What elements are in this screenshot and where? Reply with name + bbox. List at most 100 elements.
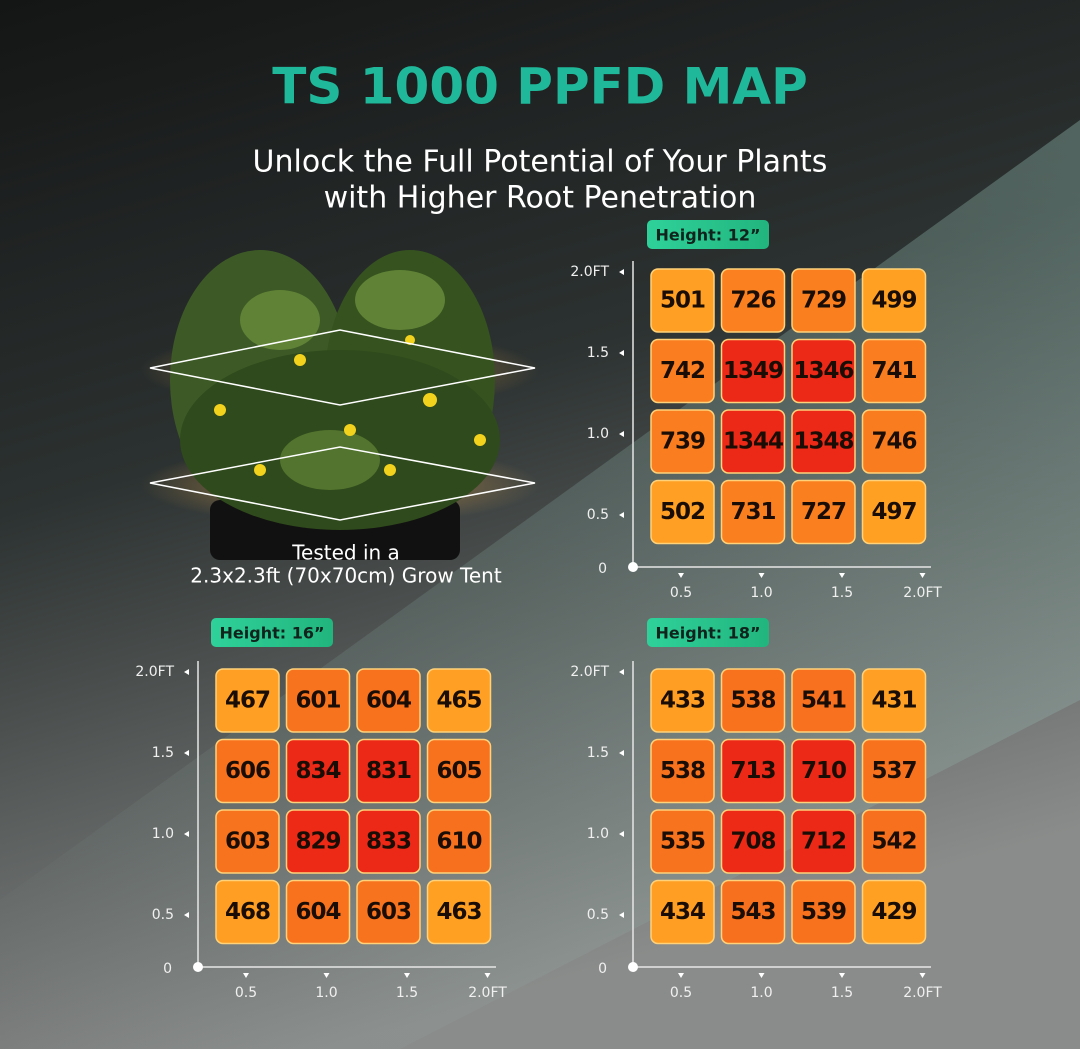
ppfd-cell	[720, 879, 786, 945]
y-tick-label: 2.0FT	[570, 664, 609, 680]
ppfd-cell	[791, 338, 856, 404]
x-tick-label: 2.0FT	[903, 585, 942, 601]
axis-origin	[628, 562, 638, 572]
x-tick-label: 2.0FT	[468, 985, 507, 1001]
ppfd-value: 538	[660, 758, 705, 784]
origin-label: 0	[598, 961, 607, 977]
ppfd-cell	[791, 479, 856, 545]
height-label: Height: 16”	[220, 624, 325, 643]
y-tick-arrow	[619, 431, 624, 437]
x-tick-arrow	[323, 973, 330, 978]
ppfd-cell	[861, 809, 927, 874]
ppfd-cell	[650, 738, 715, 804]
ppfd-cell	[356, 668, 421, 733]
ppfd-value: 708	[730, 829, 775, 855]
y-tick-label: 0.5	[587, 907, 609, 923]
y-tick-label: 1.0	[587, 826, 609, 842]
ppfd-cell	[650, 668, 715, 733]
y-tick-label: 2.0FT	[135, 664, 174, 680]
x-tick-arrow	[919, 973, 926, 978]
y-tick-label: 0.5	[587, 507, 609, 523]
x-tick-label: 0.5	[670, 585, 692, 601]
plant-illustration	[140, 250, 540, 560]
ppfd-value: 710	[801, 758, 846, 784]
title: TS 1000 PPFD MAP	[272, 58, 808, 116]
height-label: Height: 12”	[656, 226, 761, 245]
ppfd-value: 610	[436, 829, 481, 855]
caption: Tested in a	[291, 541, 400, 565]
ppfd-value: 463	[436, 899, 481, 925]
x-tick-arrow	[839, 973, 845, 978]
y-tick-arrow	[619, 831, 624, 837]
ppfd-cell	[356, 879, 421, 945]
x-tick-label: 1.5	[831, 985, 853, 1001]
ppfd-cell	[215, 738, 280, 804]
ppfd-value: 606	[225, 758, 270, 784]
ppfd-cell	[720, 409, 786, 474]
ppfd-cell	[861, 879, 927, 945]
ppfd-value: 834	[295, 758, 340, 784]
x-tick-arrow	[678, 573, 684, 578]
ppfd-value: 831	[366, 758, 411, 784]
ppfd-cell	[720, 268, 786, 333]
ppfd-cell	[861, 479, 927, 545]
y-tick-arrow	[619, 669, 624, 675]
ppfd-map: Height: 16” 0 2.0FT 1.5 1.0 0.5 0.5 1.0 1.5 2.0FT…	[135, 618, 507, 1001]
y-tick-arrow	[184, 831, 189, 837]
x-tick-arrow	[484, 973, 491, 978]
ppfd-value: 727	[801, 499, 846, 525]
y-tick-arrow	[184, 750, 189, 756]
height-label: Height: 18”	[656, 624, 761, 643]
ppfd-value: 434	[660, 899, 705, 925]
ppfd-value: 497	[871, 499, 916, 525]
y-tick-label: 1.5	[587, 345, 609, 361]
ppfd-value: 605	[436, 758, 481, 784]
ppfd-value: 1344	[723, 429, 783, 455]
ppfd-value: 502	[660, 499, 705, 525]
ppfd-cell	[720, 668, 786, 733]
x-tick-arrow	[678, 973, 684, 978]
y-tick-label: 2.0FT	[570, 264, 609, 280]
subtitle: Unlock the Full Potential of Your Plants	[253, 145, 828, 180]
ppfd-cell	[720, 479, 786, 545]
y-tick-label: 1.0	[152, 826, 174, 842]
ppfd-cell	[861, 338, 927, 404]
ppfd-value: 742	[660, 358, 705, 384]
ppfd-value: 541	[801, 688, 846, 714]
x-tick-label: 1.5	[396, 985, 418, 1001]
ppfd-value: 603	[366, 899, 411, 925]
ppfd-cell	[720, 338, 786, 404]
x-tick-arrow	[758, 573, 765, 578]
subtitle: with Higher Root Penetration	[324, 181, 757, 216]
y-tick-arrow	[619, 750, 624, 756]
ppfd-value: 833	[366, 829, 411, 855]
ppfd-cell	[861, 738, 927, 804]
ppfd-value: 739	[660, 429, 705, 455]
ppfd-value: 829	[295, 829, 340, 855]
ppfd-value: 542	[871, 829, 916, 855]
x-tick-label: 0.5	[235, 985, 257, 1001]
ppfd-cell	[650, 809, 715, 874]
x-tick-arrow	[839, 573, 845, 578]
ppfd-cell	[356, 738, 421, 804]
ppfd-value: 433	[660, 688, 705, 714]
y-tick-label: 1.5	[587, 745, 609, 761]
ppfd-value: 713	[730, 758, 775, 784]
ppfd-value: 499	[871, 288, 916, 314]
x-tick-label: 2.0FT	[903, 985, 942, 1001]
ppfd-cell	[650, 409, 715, 474]
ppfd-value: 726	[730, 288, 775, 314]
ppfd-cell	[215, 879, 280, 945]
x-tick-arrow	[243, 973, 249, 978]
x-tick-arrow	[404, 973, 410, 978]
ppfd-map: Height: 12” 0 2.0FT 1.5 1.0 0.5 0.5 1.0 1.5 2.0FT…	[570, 220, 942, 601]
ppfd-cell	[791, 409, 856, 474]
ppfd-cell	[356, 809, 421, 874]
origin-label: 0	[163, 961, 172, 977]
ppfd-value: 731	[730, 499, 775, 525]
y-tick-label: 0.5	[152, 907, 174, 923]
caption: 2.3x2.3ft (70x70cm) Grow Tent	[190, 564, 502, 588]
y-tick-label: 1.0	[587, 426, 609, 442]
y-tick-label: 1.5	[152, 745, 174, 761]
